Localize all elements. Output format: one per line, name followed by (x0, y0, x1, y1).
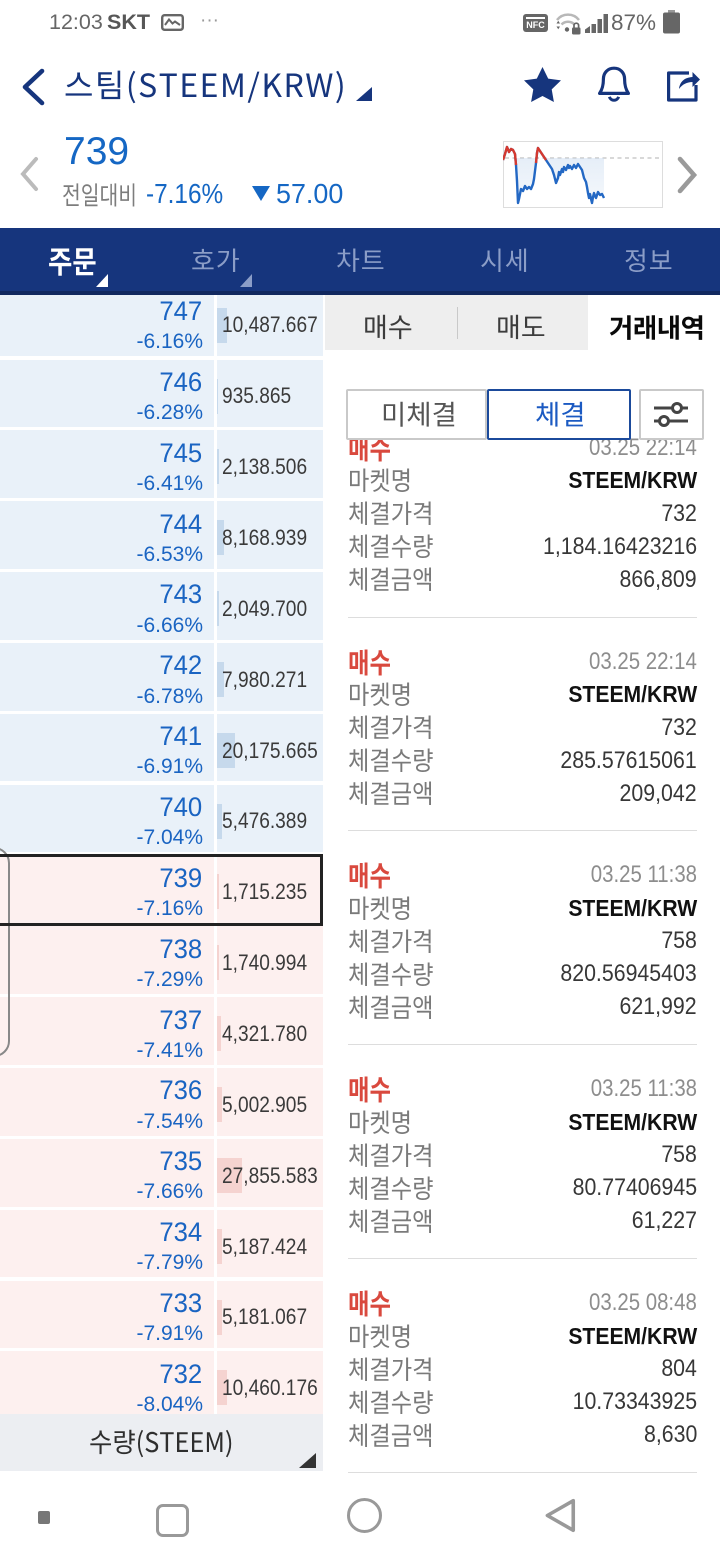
svg-text:NFC: NFC (526, 20, 545, 30)
